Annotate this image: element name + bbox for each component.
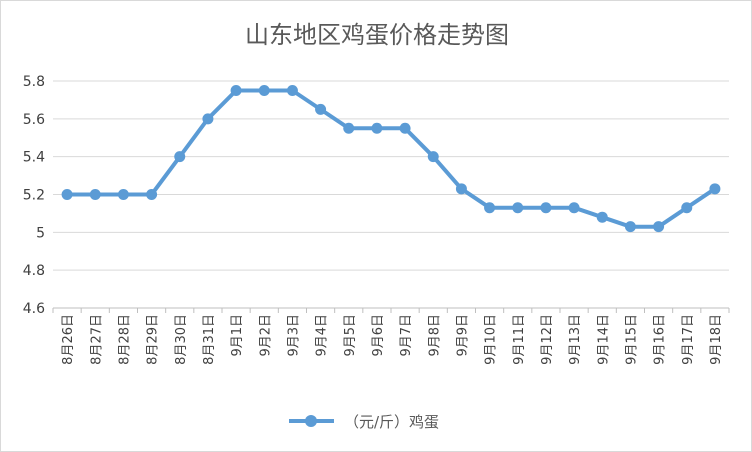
data-point [596,211,608,223]
x-axis-ticks: 8月26日 8月27日 8月28日 8月29日 8月30日 8月31日 9月1日 9月2日 9月… [52,308,730,365]
data-point [202,113,214,125]
x-tick-label: 9月2日 [258,314,273,357]
data-point [653,221,665,233]
y-axis-ticks: 4.6 4.8 5 5.2 5.4 5.6 5.8 [23,74,45,317]
x-tick-label: 8月29日 [146,314,161,365]
data-point [89,189,101,200]
data-point [117,189,129,200]
grid-lines [53,80,729,309]
y-tick-label: 5.4 [23,150,45,166]
x-tick-label: 9月18日 [709,314,724,365]
x-tick-label: 9月3日 [286,314,301,357]
data-point [512,202,524,214]
data-point [709,183,721,195]
x-tick-label: 9月14日 [596,314,611,365]
y-tick-label: 5 [36,225,45,241]
x-tick-label: 8月27日 [89,314,104,365]
legend-swatch-marker [305,415,317,427]
data-point [343,122,355,134]
data-point [146,189,158,200]
x-tick-label: 9月13日 [568,314,583,365]
data-point [174,151,186,163]
data-point [315,103,327,115]
x-tick-label: 8月31日 [202,314,217,365]
x-tick-label: 9月11日 [512,314,527,365]
y-tick-label: 4.8 [23,263,45,279]
data-point [371,122,383,134]
data-point [399,122,411,134]
data-point [568,202,580,214]
data-point [540,202,552,214]
series-group [61,84,721,233]
data-point [61,189,73,200]
data-point [286,84,298,96]
x-tick-label: 9月17日 [681,314,696,365]
legend-label: （元/斤）鸡蛋 [344,413,439,431]
legend: （元/斤）鸡蛋 [289,413,439,431]
x-tick-label: 8月28日 [117,314,132,365]
data-point [484,202,496,214]
y-tick-label: 5.8 [23,74,45,90]
x-tick-label: 9月10日 [484,314,499,365]
x-tick-label: 9月1日 [230,314,245,357]
data-point [427,151,439,163]
data-point [455,183,467,195]
x-tick-label: 9月8日 [427,314,442,357]
x-tick-label: 9月7日 [399,314,414,357]
x-tick-label: 8月30日 [174,314,189,365]
x-tick-label: 8月26日 [61,314,76,365]
y-tick-label: 4.6 [23,301,45,317]
series-line [67,88,717,229]
data-point [681,202,693,214]
y-tick-label: 5.2 [23,188,45,204]
data-point [624,221,636,233]
x-tick-label: 9月6日 [371,314,386,357]
y-tick-label: 5.6 [23,112,45,128]
x-tick-label: 9月15日 [624,314,639,365]
x-tick-label: 9月16日 [653,314,668,365]
x-tick-label: 9月12日 [540,314,555,365]
data-point [230,84,242,96]
x-tick-label: 9月5日 [343,314,358,357]
x-tick-label: 9月4日 [315,314,330,357]
x-tick-label: 9月9日 [455,314,470,357]
chart-title: 山东地区鸡蛋价格走势图 [245,21,509,49]
data-point [258,84,270,96]
